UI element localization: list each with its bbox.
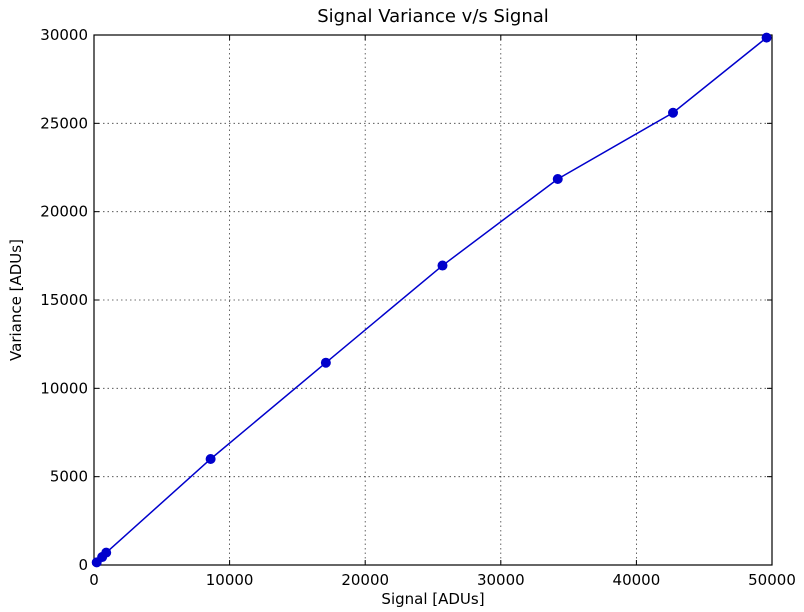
data-point <box>668 107 679 118</box>
x-axis-label: Signal [ADUs] <box>381 590 484 608</box>
y-tick-label: 20000 <box>40 203 88 221</box>
data-point <box>761 32 772 43</box>
x-tick-label: 10000 <box>206 571 254 589</box>
data-point <box>552 173 563 184</box>
x-tick-label: 20000 <box>341 571 389 589</box>
y-tick-label: 25000 <box>40 114 88 132</box>
x-tick-label: 30000 <box>477 571 525 589</box>
data-point <box>320 357 331 368</box>
x-tick-label: 0 <box>89 571 99 589</box>
axis-ticks: 0 10000 20000 30000 40000 50000 0 5000 10000 1500… <box>40 26 796 589</box>
y-tick-label: 0 <box>78 556 88 574</box>
y-tick-label: 15000 <box>40 291 88 309</box>
y-tick-label: 10000 <box>40 379 88 397</box>
data-point <box>205 454 216 464</box>
y-tick-label: 30000 <box>40 26 88 44</box>
x-tick-label: 40000 <box>613 571 661 589</box>
x-tick-label: 50000 <box>748 571 796 589</box>
chart-title: Signal Variance v/s Signal <box>317 6 549 27</box>
grid <box>94 35 772 565</box>
y-tick-label: 5000 <box>50 468 88 486</box>
data-series <box>91 32 772 568</box>
y-axis-label: Variance [ADUs] <box>7 239 25 361</box>
data-point <box>437 260 448 271</box>
data-point <box>101 547 112 558</box>
